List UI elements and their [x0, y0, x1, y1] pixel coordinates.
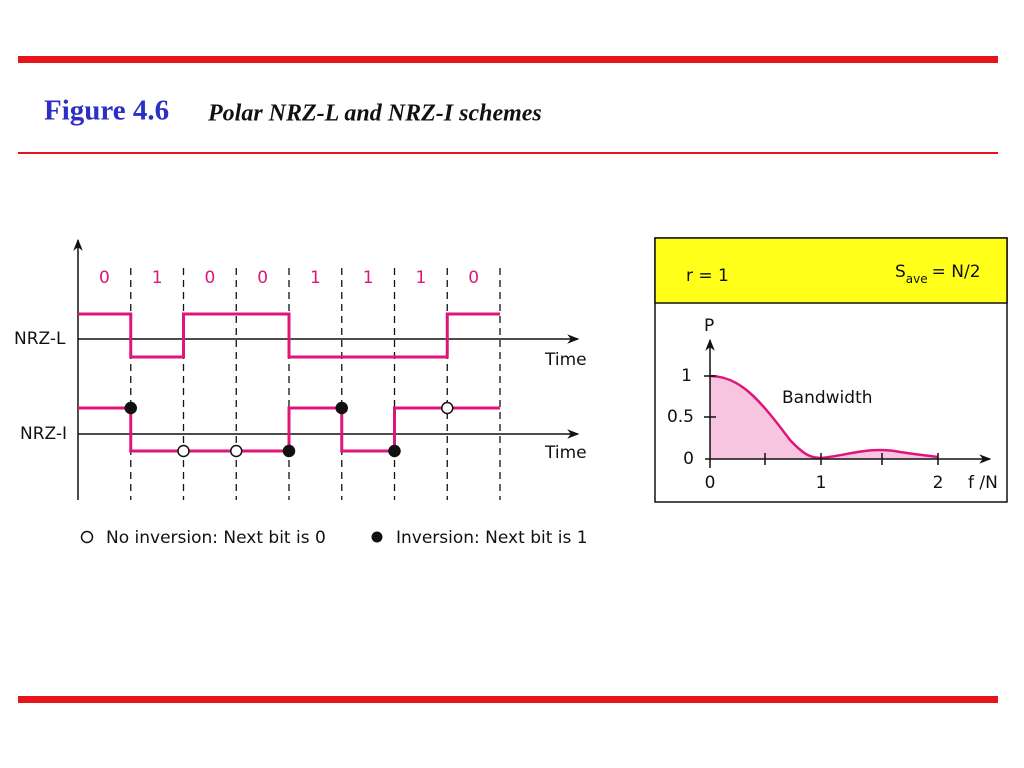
- bit-label: 1: [415, 268, 426, 288]
- nrz-i-label: NRZ-I: [20, 424, 67, 444]
- no-inversion-dot: [230, 444, 243, 458]
- nrz-i-waveform: [78, 406, 500, 453]
- legend-no-inversion: No inversion: Next bit is 0: [106, 528, 326, 548]
- x-tick-label: 2: [933, 473, 944, 493]
- bandwidth-label: Bandwidth: [782, 388, 873, 408]
- bit-label: 0: [99, 268, 110, 288]
- bottom-rule: [18, 696, 998, 703]
- bit-label: 0: [257, 268, 268, 288]
- bit-label: 1: [363, 268, 374, 288]
- figure-number: Figure 4.6: [44, 95, 169, 127]
- top-rule: [18, 56, 998, 63]
- f-label: f /N: [968, 473, 998, 493]
- inversion-dot: [124, 401, 137, 415]
- panel-header: [654, 237, 1008, 304]
- nrz-l-waveform: [78, 312, 500, 359]
- s-sub: ave: [906, 272, 928, 286]
- spectrum-panel: r = 1 Save = N/2 P 1 0.5 0 0 1 2 f /N Ban…: [654, 237, 1008, 503]
- time-label: Time: [544, 443, 587, 463]
- filled-dot-icon: [371, 531, 383, 543]
- inversion-dot: [282, 444, 296, 458]
- s-rhs: = N/2: [932, 262, 981, 282]
- y-tick-label: 0: [683, 449, 694, 469]
- s: S: [895, 262, 906, 282]
- bit-label: 1: [310, 268, 321, 288]
- figure-caption: Polar NRZ-L and NRZ-I schemes: [207, 101, 542, 127]
- no-inversion-dot: [441, 401, 454, 415]
- x-tick-label: 0: [705, 473, 716, 493]
- p-label: P: [704, 316, 714, 336]
- s-label: Save = N/2: [895, 262, 981, 286]
- nrz-l-label: NRZ-L: [14, 329, 66, 349]
- no-inversion-dot: [177, 444, 190, 458]
- bit-label: 1: [152, 268, 163, 288]
- bit-label: 0: [204, 268, 215, 288]
- y-tick-label: 0.5: [667, 407, 694, 427]
- ratio: r = 1: [686, 266, 729, 286]
- bit-label: 0: [468, 268, 479, 288]
- open-dot-icon: [80, 530, 94, 544]
- inversion-dot: [388, 444, 401, 458]
- mid-rule: [18, 152, 998, 154]
- time-label: Time: [544, 350, 587, 370]
- y-tick-label: 1: [681, 366, 692, 386]
- x-tick-label: 1: [816, 473, 827, 493]
- bandwidth-area: [710, 376, 938, 459]
- signal-diagram: NRZ-L NRZ-I Time Time 0 1 0 0 1 1 1 0: [14, 238, 587, 500]
- inversion-dot: [335, 401, 348, 415]
- legend-inversion: Inversion: Next bit is 1: [396, 528, 588, 548]
